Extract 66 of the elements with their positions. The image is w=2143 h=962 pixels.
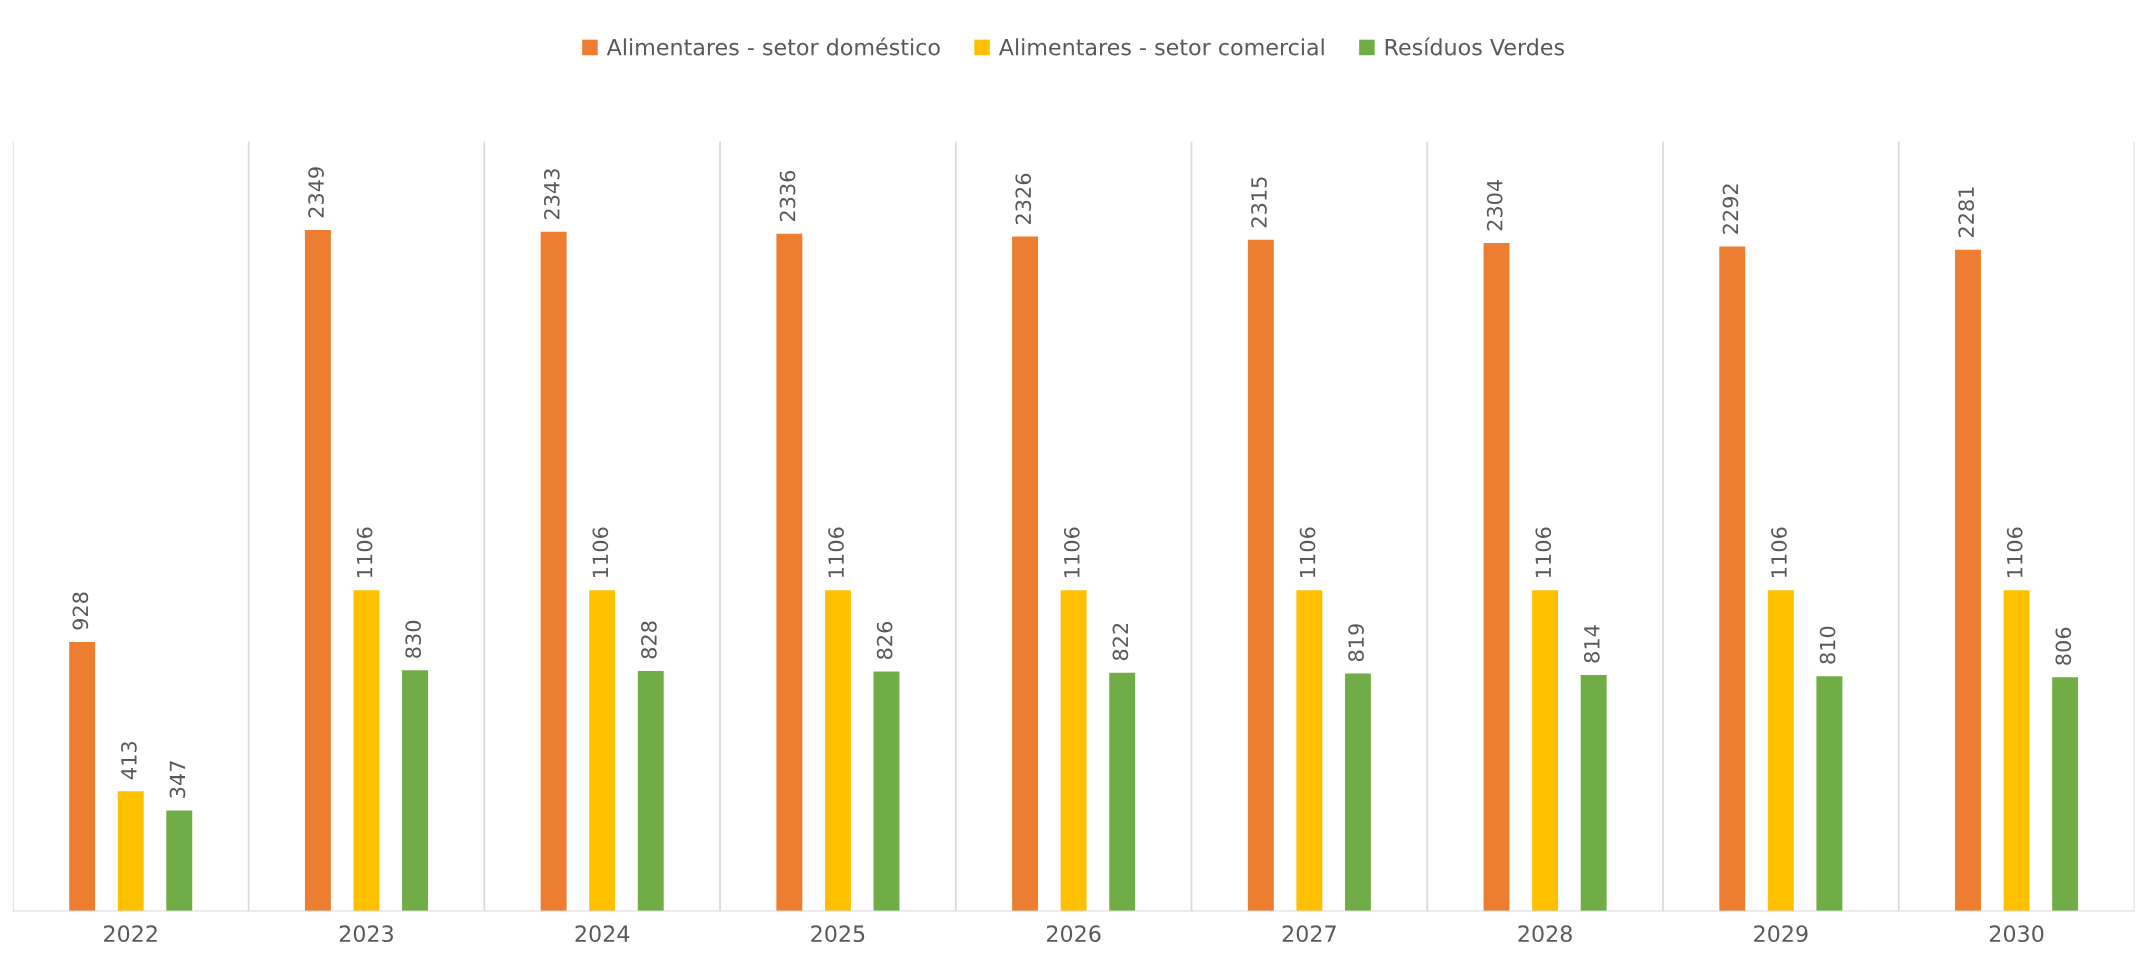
bar	[824, 590, 851, 912]
bar	[776, 233, 803, 912]
data-label: 822	[1112, 623, 1129, 661]
data-label: 1106	[592, 527, 609, 577]
bar	[2052, 677, 2079, 912]
bar	[402, 670, 428, 912]
bar	[1767, 590, 1794, 912]
legend-label: Resíduos Verdes	[1385, 37, 1565, 56]
bar	[166, 810, 193, 912]
x-tick-label: 2026	[1046, 925, 1101, 943]
bar	[873, 671, 900, 912]
data-label: 1106	[828, 527, 844, 577]
x-tick-label: 2030	[1989, 925, 2044, 943]
data-label: 347	[169, 761, 186, 798]
bar	[1012, 236, 1039, 912]
data-label: 2315	[1251, 177, 1267, 228]
bar	[1955, 249, 1981, 912]
data-label: 814	[1583, 625, 1600, 663]
bar	[69, 641, 96, 912]
data-label: 1106	[1299, 527, 1316, 577]
data-label: 828	[641, 621, 657, 659]
bar	[1483, 243, 1510, 912]
x-tick-label: 2027	[1282, 925, 1336, 943]
data-label: 2304	[1486, 180, 1503, 231]
data-label: 1106	[1771, 527, 1787, 577]
legend-label: Alimentares - setor doméstico	[606, 37, 940, 56]
x-tick-label: 2028	[1518, 925, 1572, 943]
bar	[589, 590, 616, 912]
data-label: 413	[121, 742, 137, 780]
bar	[1580, 675, 1607, 912]
data-label: 2281	[1958, 187, 1975, 238]
data-label: 2336	[779, 170, 796, 222]
bar	[540, 231, 567, 912]
data-label: 928	[72, 592, 89, 630]
data-label: 1106	[356, 527, 373, 577]
x-tick-label: 2024	[575, 925, 630, 943]
bar	[353, 590, 380, 912]
data-label: 826	[876, 621, 893, 659]
bar	[1532, 590, 1559, 912]
bar	[2003, 590, 2030, 912]
bar	[1247, 239, 1274, 912]
bar	[1109, 672, 1136, 912]
data-label: 806	[2055, 627, 2072, 665]
bar	[117, 791, 144, 912]
x-tick-label: 2029	[1754, 925, 1808, 943]
bar	[1344, 673, 1371, 912]
x-tick-label: 2022	[104, 925, 157, 943]
data-label: 2326	[1015, 173, 1032, 224]
bar	[304, 229, 331, 912]
bar	[1719, 246, 1746, 912]
bar	[1816, 676, 1843, 912]
data-label: 819	[1348, 624, 1364, 662]
bar	[1296, 590, 1323, 912]
x-tick-label: 2025	[811, 925, 865, 943]
data-label: 830	[405, 620, 422, 658]
bar	[637, 670, 664, 912]
data-label: 2343	[543, 169, 560, 220]
data-label: 2292	[1722, 184, 1739, 234]
data-label: 1106	[1063, 527, 1080, 577]
bar	[1060, 590, 1087, 912]
data-label: 2349	[308, 167, 324, 218]
data-label: 810	[1819, 626, 1836, 664]
data-label: 1106	[2006, 527, 2023, 577]
x-tick-label: 2023	[339, 925, 393, 943]
legend-label: Alimentares - setor comercial	[998, 38, 1324, 56]
data-label: 1106	[1535, 527, 1552, 577]
